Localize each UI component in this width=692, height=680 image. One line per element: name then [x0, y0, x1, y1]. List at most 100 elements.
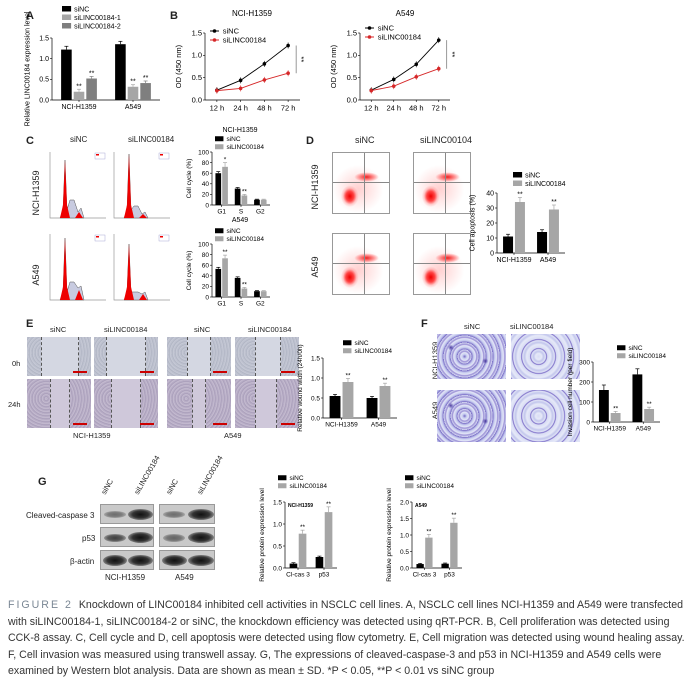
- b1-series-line: [216, 45, 289, 91]
- b1-x-tick-label: 12 h: [210, 104, 225, 113]
- g1-bar: [298, 533, 307, 568]
- f-significance-label: **: [613, 405, 619, 412]
- d-col-label-silinc: siLINC00104: [420, 135, 473, 145]
- g2-y-tick-label: 0.5: [400, 549, 409, 556]
- wound-image-a549-sinc-24h: [167, 379, 231, 428]
- c2-bar: [234, 277, 241, 297]
- g2-y-tick-label: 1.0: [400, 532, 409, 539]
- c1-significance-label: **: [242, 188, 248, 195]
- e-significance-label: **: [382, 377, 388, 384]
- c1-y-axis-label: Cell cycle (%): [186, 159, 193, 199]
- e-legend-label: siLINC00184: [354, 348, 392, 355]
- a-y-tick-label: 0.5: [39, 77, 49, 84]
- b2-legend-marker: [367, 26, 372, 30]
- b1-x-tick-label: 24 h: [233, 104, 248, 113]
- figure-caption: FIGURE 2 Knockdown of LINC00184 inhibited…: [8, 597, 688, 680]
- a-bar: [73, 91, 85, 100]
- e-bar: [379, 386, 391, 418]
- g2-y-tick-label: 0.0: [400, 565, 409, 572]
- b2-y-tick-label: 1.5: [347, 28, 357, 37]
- e-legend-swatch: [343, 348, 352, 354]
- e-y-axis-label: Relative wound width (24h/0h): [297, 344, 304, 431]
- a-bar: [115, 44, 126, 100]
- figure-charts: 0.0 0.5 1.0 1.5 Relative LINC00184 expressio…: [25, 6, 666, 582]
- b1-data-point: [286, 43, 290, 48]
- e-legend-label: siNC: [354, 340, 368, 347]
- d-legend-label: siNC: [525, 172, 540, 179]
- blot-h1359-cc3: [100, 504, 154, 524]
- c-col-label-sinc: siNC: [70, 135, 88, 144]
- f-legend-label: siNC: [628, 345, 642, 352]
- c1-bar: [234, 188, 241, 205]
- f-x-tick-label: A549: [636, 426, 652, 433]
- a-y-tick-label: 0.0: [39, 97, 49, 104]
- g1-significance-label: **: [326, 501, 332, 508]
- c1-y-tick-label: 60: [202, 171, 210, 178]
- transwell-image-a549-silinc: [511, 390, 580, 442]
- b2-legend-label: siNC: [378, 24, 395, 33]
- panel-label-d: D: [306, 135, 314, 147]
- b1-y-axis-label: OD (450 nm): [174, 44, 183, 88]
- b1-data-point: [238, 86, 243, 91]
- panel-label-e: E: [26, 318, 34, 330]
- e-legend-swatch: [343, 340, 352, 346]
- b2-y-axis-label: OD (450 nm): [329, 44, 338, 88]
- panel-label-g: G: [38, 476, 47, 488]
- flow-plot-h1359-sinc: [332, 152, 390, 214]
- d-bar: [514, 202, 525, 253]
- d-col-label-sinc: siNC: [355, 135, 375, 145]
- wound-image-h1359-silinc-24h: [94, 379, 158, 428]
- c1-x-tick-label: G2: [256, 209, 265, 216]
- b2-y-tick-label: 0.0: [347, 95, 357, 104]
- a-bar: [127, 86, 139, 100]
- b1-legend-label: siNC: [223, 27, 240, 36]
- f-legend-label: siLINC00184: [628, 353, 666, 360]
- g2-legend-label: siNC: [416, 475, 430, 482]
- e-y-tick-label: 0.5: [311, 395, 320, 402]
- transwell-image-a549-sinc: [437, 390, 506, 442]
- g1-y-axis-label: Relative protein expression level: [259, 488, 266, 582]
- b2-y-tick-label: 1.0: [347, 51, 357, 60]
- g1-y-tick-label: 0.0: [273, 565, 282, 572]
- a-significance-label: **: [76, 83, 82, 90]
- b1-y-tick-label: 1.0: [192, 51, 202, 60]
- wound-image-a549-sinc-0h: [167, 337, 231, 376]
- c1-legend-label: siNC: [226, 136, 240, 143]
- b1-x-tick-label: 72 h: [281, 104, 296, 113]
- g2-bar: [425, 537, 433, 568]
- a-y-tick-label: 1.0: [39, 56, 49, 63]
- f-y-tick-label: 0: [586, 419, 590, 426]
- a-significance-label: **: [89, 70, 95, 77]
- c1-x-tick-label: S: [239, 209, 244, 216]
- c2-y-tick-label: 40: [202, 273, 210, 280]
- e-x-tick-label: NCI-H1359: [325, 422, 358, 429]
- a-x-tick-label: A549: [125, 104, 141, 111]
- d-y-tick-label: 0: [490, 250, 494, 257]
- g1-chart-title: NCI-H1359: [288, 503, 313, 509]
- c1-y-tick-label: 100: [198, 149, 209, 156]
- g2-legend-swatch: [405, 475, 414, 481]
- g1-bar: [315, 557, 324, 568]
- g2-bar: [416, 564, 424, 568]
- g-protein-label-actin: β-actin: [70, 557, 95, 566]
- b2-x-tick-label: 12 h: [364, 104, 379, 113]
- b2-legend-marker: [367, 35, 372, 39]
- f-col-label-sinc: siNC: [464, 322, 481, 331]
- g1-significance-label: **: [300, 524, 306, 531]
- c2-x-tick-label: S: [239, 301, 244, 308]
- b1-chart-title: NCI-H1359: [232, 9, 273, 18]
- wound-image-h1359-silinc-0h: [94, 337, 158, 376]
- c1-legend-label: siLINC00184: [226, 144, 264, 151]
- g2-y-tick-label: 2.0: [400, 499, 409, 506]
- histogram-h1359-silinc: [113, 152, 170, 219]
- g2-chart-title: A549: [415, 503, 427, 509]
- g1-legend-swatch: [278, 483, 287, 489]
- b1-legend-marker: [212, 38, 217, 42]
- a-x-tick-label: NCI-H1359: [61, 104, 96, 111]
- c2-y-tick-label: 80: [202, 252, 210, 259]
- b1-data-point: [238, 78, 243, 83]
- b1-data-point: [262, 78, 267, 82]
- b2-data-point: [414, 74, 419, 79]
- g2-y-tick-label: 1.5: [400, 516, 409, 523]
- e-row-label-24h: 24h: [8, 400, 21, 409]
